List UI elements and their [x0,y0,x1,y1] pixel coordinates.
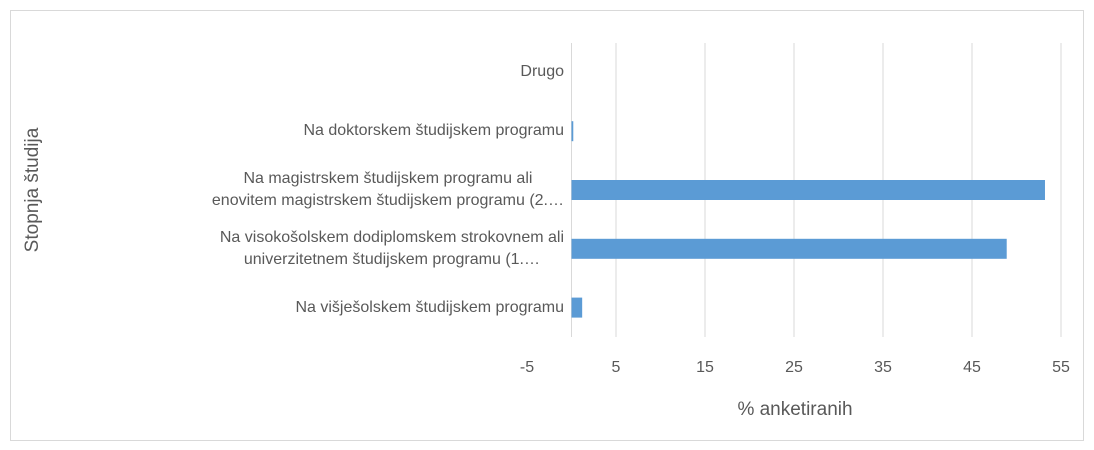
bar [571,121,574,142]
y-tick-label: Drugo [520,63,564,81]
frame [10,10,1084,441]
x-axis-title: % anketiranih [737,399,852,420]
y-axis-title: Stopnja študija [22,127,43,252]
x-tick-label: -5 [520,359,534,376]
y-tick-label: Na doktorskem študijskem programu [303,122,564,140]
y-tick-label: Na višješolskem študijskem programu [295,298,564,316]
x-tick-label: 35 [874,359,892,376]
bar [571,297,583,318]
x-tick-label: 55 [1052,359,1070,376]
x-tick-label: 15 [696,359,714,376]
x-tick-label: 25 [785,359,803,376]
x-tick-label: 5 [612,359,621,376]
x-tick-label: 45 [963,359,981,376]
bar [571,238,1007,259]
y-tick-label: Na magistrskem študijskem programu ali e… [211,170,564,209]
y-tick-label: Na visokošolskem dodiplomskem strokovnem… [219,228,564,268]
bar [571,180,1045,200]
